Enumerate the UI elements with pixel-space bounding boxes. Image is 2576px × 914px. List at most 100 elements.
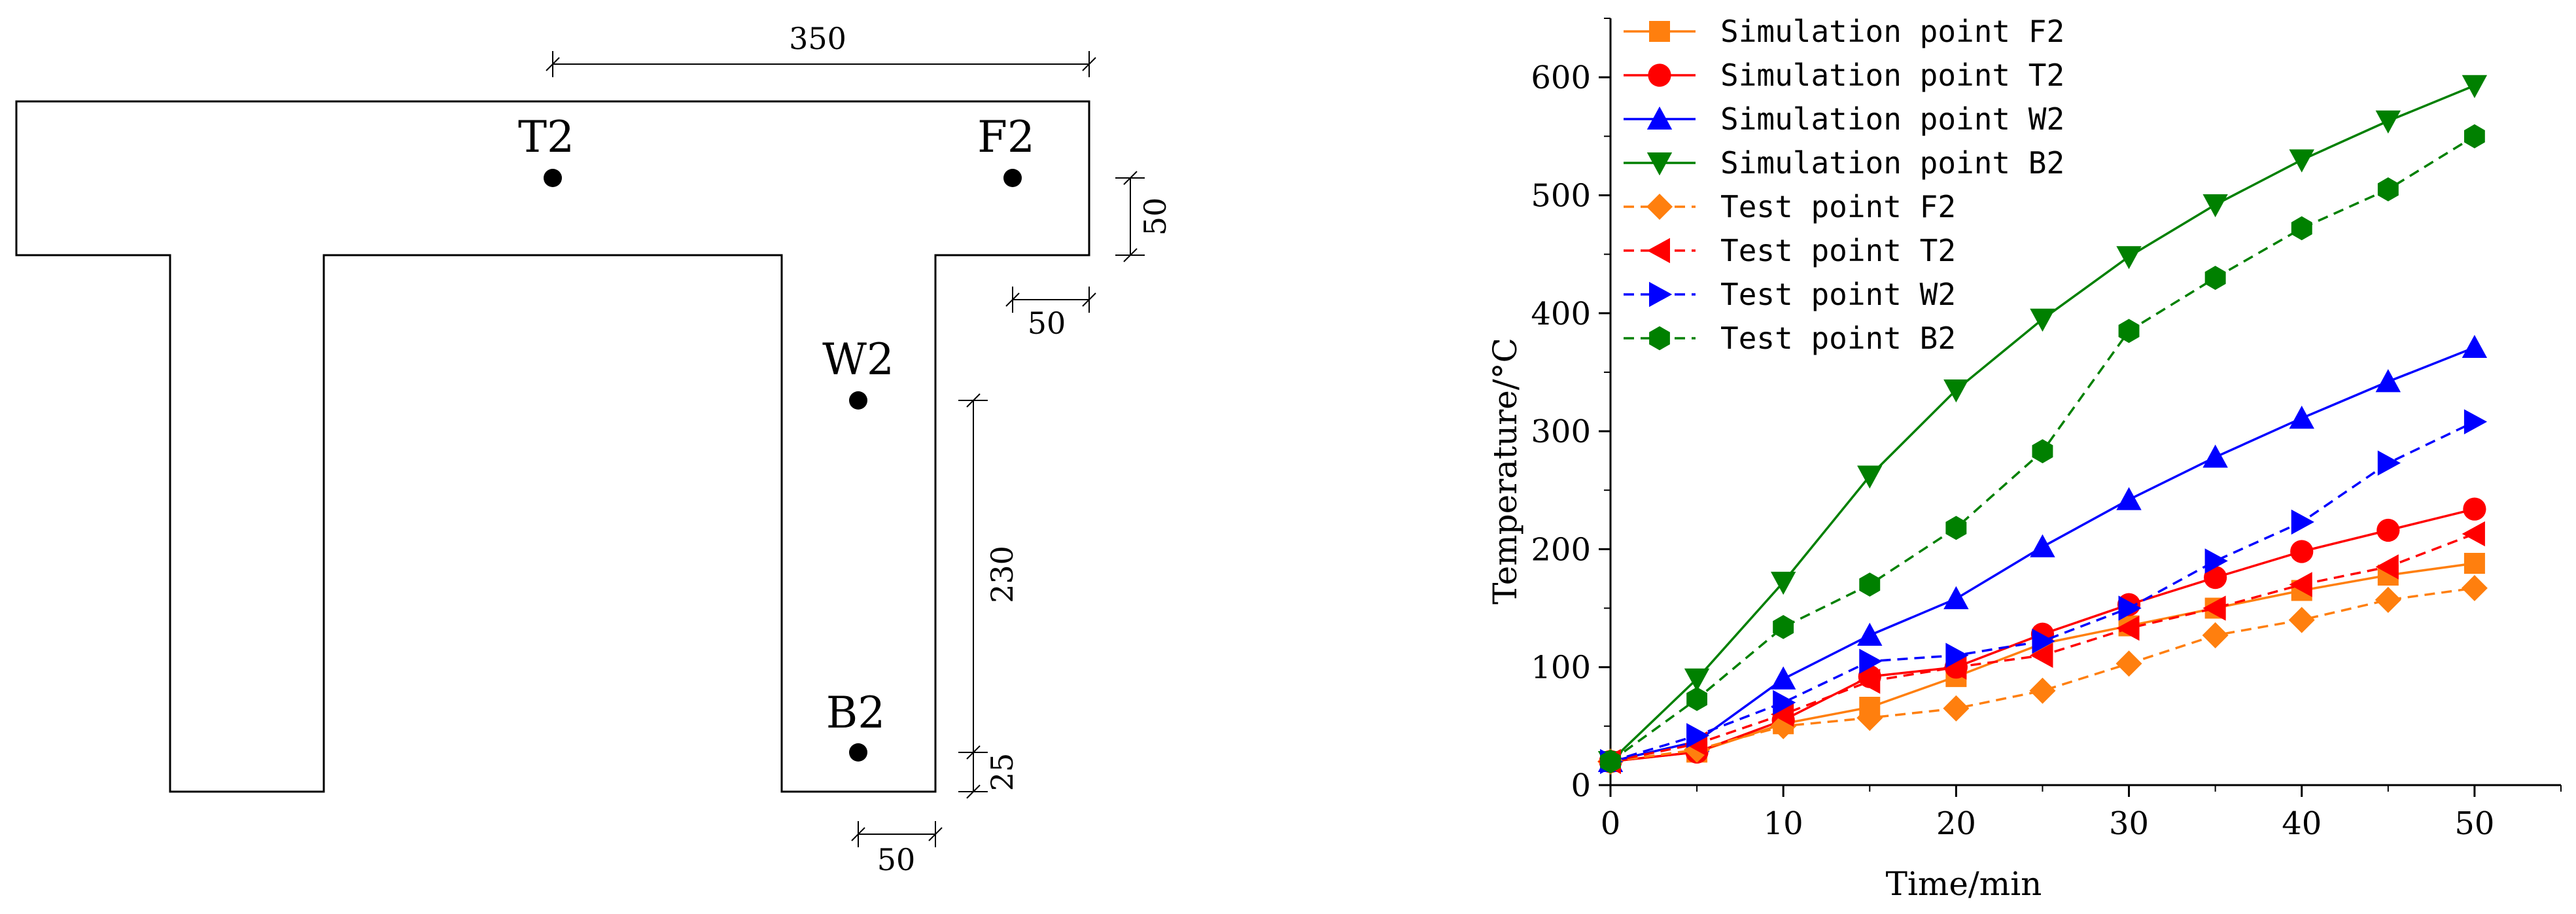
legend-item: Simulation point F2 (1624, 14, 2064, 49)
x-tick-label: 0 (1601, 805, 1621, 842)
legend-item: Test point W2 (1624, 277, 1956, 312)
legend-marker (1649, 281, 1673, 308)
data-point (2291, 509, 2314, 535)
data-point (1945, 516, 1967, 540)
data-point (1684, 668, 1710, 692)
data-point (2118, 319, 2140, 343)
point-b2-marker (849, 743, 867, 762)
data-point (2202, 194, 2228, 218)
data-point (2032, 628, 2055, 654)
data-point (1770, 701, 1794, 728)
x-tick-label: 10 (1764, 805, 1803, 842)
data-point (1770, 666, 1796, 690)
data-point (1943, 695, 1970, 722)
point-w2-label: W2 (822, 334, 894, 385)
y-tick-label: 100 (1531, 650, 1591, 686)
legend-item: Test point T2 (1624, 233, 1956, 268)
data-point (1770, 571, 1796, 595)
t-section-outline (15, 100, 1090, 793)
legend-item: Simulation point W2 (1624, 101, 2064, 137)
dim-bottom-width-label: 50 (877, 842, 916, 877)
data-point (2375, 110, 2401, 134)
data-point (2030, 642, 2053, 668)
legend-label: Simulation point B2 (1720, 145, 2064, 181)
series-simulation-point-w2 (1597, 334, 2488, 772)
data-point (2376, 518, 2400, 542)
data-point (2288, 606, 2315, 633)
legend-item: Test point B2 (1624, 321, 1956, 356)
data-point (1857, 465, 1883, 489)
data-point (2375, 586, 2401, 613)
data-point (1686, 723, 1710, 748)
y-tick-label: 300 (1531, 413, 1591, 450)
data-point (2202, 444, 2228, 468)
dim-web-height-label: 230 (984, 546, 1020, 603)
data-point (2204, 548, 2228, 574)
data-point (2116, 246, 2142, 270)
y-tick-label: 600 (1531, 60, 1591, 96)
legend-label: Test point F2 (1720, 189, 1956, 224)
legend-label: Test point B2 (1720, 321, 1956, 356)
x-tick-label: 50 (2454, 805, 2494, 842)
point-t2-marker (544, 169, 562, 187)
data-point (2115, 650, 2142, 677)
legend-label: Test point W2 (1720, 277, 1956, 312)
x-tick-label: 40 (2282, 805, 2322, 842)
data-point (1859, 648, 1883, 674)
data-point (2291, 216, 2312, 241)
data-point (1945, 642, 1969, 668)
series-line (1610, 587, 2475, 763)
x-tick-label: 30 (2109, 805, 2149, 842)
data-point (1686, 687, 1707, 711)
data-point (1943, 654, 1967, 680)
point-w2-marker (849, 391, 867, 410)
data-point (1857, 622, 1883, 646)
data-point (2377, 450, 2401, 476)
dim-top-width (546, 51, 1096, 77)
legend-label: Simulation point T2 (1720, 58, 2064, 93)
legend-label: Simulation point W2 (1720, 101, 2064, 137)
data-point (1859, 572, 1881, 597)
dim-flange-offset-label: 50 (1028, 306, 1066, 341)
data-point (1943, 586, 1969, 610)
dim-bottom-width (851, 821, 943, 847)
legend-marker (1646, 106, 1673, 130)
data-point (2030, 534, 2055, 557)
legend-marker (1646, 237, 1670, 264)
data-point (2116, 615, 2140, 641)
legend-label: Simulation point F2 (1720, 14, 2064, 49)
data-point (1856, 705, 1883, 731)
data-point (2289, 149, 2314, 173)
dim-flange-offset (1005, 287, 1096, 313)
legend-label: Test point T2 (1720, 233, 1956, 268)
data-point (2289, 406, 2314, 429)
t-section-diagram (15, 51, 1145, 847)
data-point (2029, 677, 2056, 704)
data-point (2290, 540, 2314, 563)
legend-marker (1646, 194, 1673, 220)
data-point (2204, 566, 2227, 589)
point-f2-label: F2 (977, 112, 1035, 162)
y-tick-label: 200 (1531, 531, 1591, 568)
legend-item: Simulation point B2 (1624, 145, 2064, 181)
data-point (1943, 379, 1969, 403)
data-point (1600, 749, 1621, 774)
data-point (2463, 497, 2486, 521)
chart-series-layer (1597, 75, 2488, 775)
data-point (2462, 75, 2488, 98)
series-line (1610, 421, 2475, 763)
data-point (1773, 615, 1794, 639)
dim-flange-thickness (1115, 171, 1145, 262)
data-point (2032, 439, 2053, 464)
data-point (2464, 124, 2485, 149)
data-point (2463, 409, 2488, 434)
legend-marker (1648, 63, 1671, 87)
dim-top-width-label: 350 (789, 21, 846, 56)
data-point (2289, 572, 2312, 597)
point-f2-marker (1003, 169, 1022, 187)
data-point (2377, 177, 2399, 202)
point-b2-label: B2 (826, 688, 886, 738)
